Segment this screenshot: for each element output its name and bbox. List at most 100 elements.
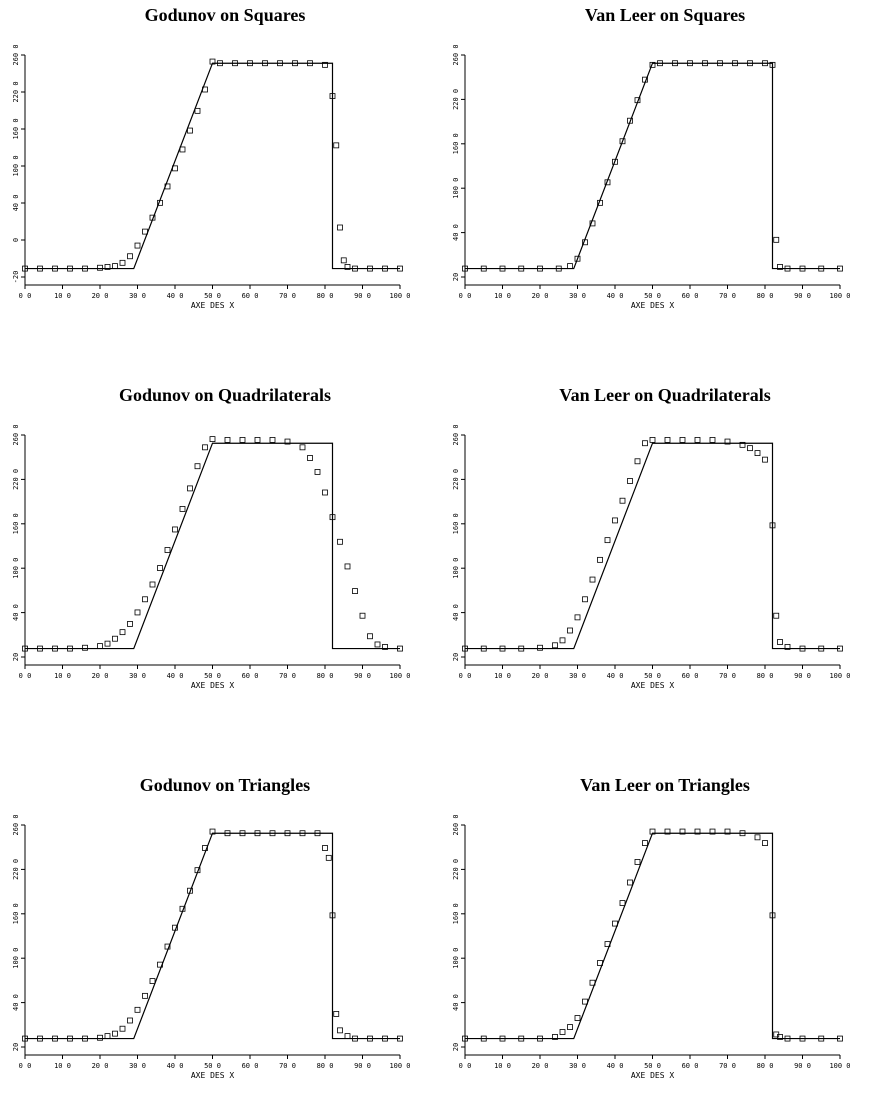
- numerical-point: [818, 645, 825, 652]
- y-tick-label: 220 0: [12, 469, 20, 490]
- numerical-point: [634, 458, 641, 465]
- numerical-point: [837, 645, 843, 652]
- numerical-point: [567, 263, 573, 270]
- chart-title: Godunov on Triangles: [139, 775, 311, 795]
- numerical-point: [97, 643, 103, 650]
- numerical-point: [382, 265, 388, 272]
- y-tick-label: 40 0: [452, 604, 460, 621]
- x-tick-label: 40 0: [607, 292, 624, 300]
- numerical-point: [462, 265, 468, 272]
- numerical-point: [299, 830, 306, 837]
- numerical-point: [397, 1035, 403, 1042]
- x-tick-label: 80 0: [317, 292, 334, 300]
- x-tick-label: 10 0: [494, 292, 511, 300]
- numerical-point: [537, 1035, 543, 1042]
- plot-area: 0 0 10 0 20 0 30 0 40 0 50 0 60 0 70 0 80 0 90 0 1…: [12, 425, 411, 690]
- y-tick-label: 220 0: [12, 81, 20, 102]
- numerical-point: [134, 242, 141, 249]
- numerical-point: [187, 127, 193, 134]
- y-tick-label: 160 0: [452, 513, 460, 534]
- x-tick-label: 100 0: [389, 1062, 410, 1070]
- x-tick-label: 90 0: [794, 292, 811, 300]
- numerical-point: [127, 253, 133, 260]
- x-tick-label: 80 0: [757, 1062, 774, 1070]
- numerical-point: [52, 1035, 58, 1042]
- y-tick-label: 100 0: [12, 155, 20, 176]
- numerical-point: [480, 1035, 487, 1042]
- numerical-point: [784, 265, 791, 272]
- numerical-point: [340, 257, 347, 264]
- numerical-point: [747, 60, 753, 67]
- numerical-point: [307, 60, 313, 67]
- y-tick-label: 40 0: [12, 195, 20, 212]
- numerical-point: [22, 1035, 28, 1042]
- numerical-point: [149, 214, 156, 221]
- numerical-point: [672, 60, 678, 67]
- numerical-point: [22, 265, 28, 272]
- numerical-point: [574, 1015, 581, 1021]
- numerical-point: [134, 1006, 141, 1013]
- numerical-point: [292, 60, 298, 67]
- y-tick-label: 160 0: [12, 118, 20, 139]
- numerical-point: [194, 107, 201, 114]
- numerical-point: [149, 581, 156, 588]
- numerical-point: [344, 563, 351, 570]
- numerical-point: [164, 547, 171, 553]
- numerical-point: [337, 538, 343, 545]
- y-tick-label: 100 0: [12, 948, 20, 969]
- y-tick-label: 220 0: [12, 859, 20, 880]
- numerical-point: [619, 900, 626, 906]
- numerical-point: [664, 828, 671, 835]
- plot-area: 0 0 10 0 20 0 30 0 40 0 50 0 60 0 70 0 80 0 90 0 1…: [452, 425, 851, 690]
- numerical-point: [164, 183, 171, 190]
- numerical-point: [769, 522, 776, 529]
- numerical-point: [367, 265, 373, 272]
- numerical-point: [67, 645, 73, 652]
- numerical-point: [784, 1035, 791, 1042]
- numerical-point: [344, 264, 351, 270]
- numerical-point: [499, 1035, 506, 1042]
- x-tick-label: 90 0: [354, 1062, 371, 1070]
- numerical-point: [612, 920, 618, 927]
- chart-title: Godunov on Squares: [144, 5, 306, 25]
- x-tick-label: 70 0: [279, 1062, 296, 1070]
- x-tick-label: 30 0: [569, 672, 586, 680]
- x-axis-label: AXE DES X: [631, 301, 675, 310]
- numerical-point: [202, 86, 208, 93]
- x-tick-label: 80 0: [757, 292, 774, 300]
- y-tick-label: 260 0: [452, 425, 460, 446]
- x-tick-label: 20 0: [532, 672, 549, 680]
- x-tick-label: 0 0: [459, 292, 472, 300]
- numerical-point: [67, 265, 73, 272]
- y-tick-label: 20: [452, 653, 460, 661]
- numerical-point: [52, 645, 58, 652]
- numerical-point: [142, 228, 148, 235]
- numerical-point: [104, 264, 111, 270]
- numerical-point: [649, 828, 656, 835]
- numerical-point: [552, 642, 558, 649]
- x-tick-label: 70 0: [279, 292, 296, 300]
- chart-panel: Godunov on Squares 0 0 10 0 20 0 30 0 40 0 50 …: [10, 5, 440, 350]
- x-tick-label: 60 0: [682, 292, 699, 300]
- numerical-point: [224, 830, 231, 837]
- numerical-point: [127, 621, 133, 627]
- numerical-point: [694, 828, 701, 835]
- numerical-point: [329, 514, 336, 521]
- numerical-point: [649, 437, 656, 443]
- y-tick-label: 20: [12, 653, 20, 661]
- numerical-point: [762, 840, 768, 846]
- x-tick-label: 100 0: [829, 292, 850, 300]
- x-tick-label: 80 0: [317, 1062, 334, 1070]
- numerical-point: [202, 444, 208, 451]
- numerical-point: [773, 236, 780, 243]
- numerical-point: [217, 60, 223, 67]
- y-tick-label: 220 0: [452, 859, 460, 880]
- numerical-point: [619, 497, 626, 504]
- x-tick-label: 60 0: [682, 672, 699, 680]
- x-tick-label: 10 0: [494, 1062, 511, 1070]
- y-tick-label: 100 0: [12, 558, 20, 579]
- numerical-point: [642, 76, 648, 83]
- chart-title: Van Leer on Squares: [584, 5, 746, 25]
- numerical-point: [724, 438, 731, 445]
- numerical-point: [284, 830, 291, 837]
